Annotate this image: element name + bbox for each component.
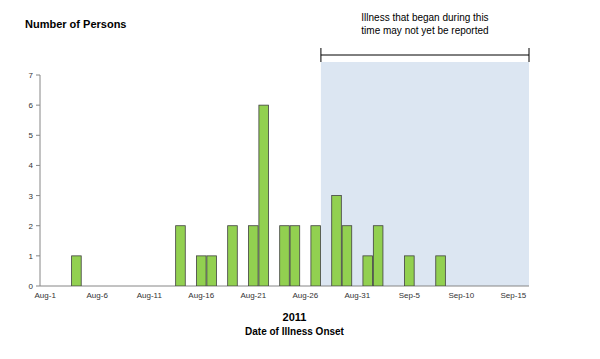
y-tick-label: 7 [29, 71, 34, 80]
y-axis [40, 75, 41, 286]
bar [498, 286, 508, 287]
y-tick-label: 3 [29, 192, 34, 201]
bar [51, 286, 61, 287]
bar [248, 226, 258, 286]
annotation-text: time may not yet be reported [361, 25, 488, 36]
bar [124, 286, 134, 287]
bracket [320, 48, 321, 62]
bar [228, 226, 238, 286]
bar [509, 286, 519, 287]
x-axis-label: 2011 [283, 311, 307, 323]
bar [103, 286, 113, 287]
y-tick [36, 286, 40, 287]
x-tick-label: Aug-31 [344, 291, 370, 300]
bar [217, 286, 227, 287]
bar [144, 286, 154, 287]
y-tick [36, 255, 40, 256]
bar [353, 286, 363, 287]
bar [446, 286, 456, 287]
bar [405, 256, 415, 286]
y-tick-label: 4 [29, 161, 34, 170]
bar [155, 286, 165, 287]
chart: Illness that began during this time may n… [0, 0, 600, 359]
bar [290, 226, 300, 286]
bar [92, 286, 102, 287]
reporting-delay-region [321, 62, 529, 286]
bar [477, 286, 487, 287]
bar [467, 286, 477, 287]
bar [61, 286, 71, 287]
bar [373, 226, 383, 286]
x-tick-label: Aug-11 [137, 291, 163, 300]
bars [72, 105, 446, 286]
bar [332, 196, 342, 286]
bar [207, 256, 217, 286]
x-tick-label: Aug-16 [188, 291, 214, 300]
x-tick-label: Aug-1 [35, 291, 57, 300]
x-tick-label: Aug-26 [292, 291, 318, 300]
bar [186, 286, 196, 287]
x-tick-label: Sep-15 [500, 291, 526, 300]
bar [488, 286, 498, 287]
x-tick-label: Aug-21 [240, 291, 266, 300]
x-tick-label: Sep-10 [448, 291, 474, 300]
y-tick-label: 6 [29, 101, 34, 110]
bracket [529, 48, 530, 62]
x-tick-label: Sep-5 [399, 291, 421, 300]
bar [436, 256, 446, 286]
bar [40, 286, 50, 287]
y-tick [36, 75, 40, 76]
x-tick-label: Aug-6 [87, 291, 109, 300]
bar [321, 286, 331, 287]
bar [196, 256, 206, 286]
bar [176, 226, 186, 286]
bar [342, 226, 352, 286]
y-tick [36, 105, 40, 106]
y-tick [36, 165, 40, 166]
y-tick [36, 225, 40, 226]
y-tick-label: 2 [29, 222, 34, 231]
bar [363, 256, 373, 286]
bar [519, 286, 529, 287]
bar [134, 286, 144, 287]
y-axis-label: Number of Persons [25, 18, 126, 30]
bar [457, 286, 467, 287]
bar [280, 226, 290, 286]
annotation-text: Illness that began during this [361, 12, 488, 23]
bar [269, 286, 279, 287]
bar [238, 286, 248, 287]
bar [82, 286, 92, 287]
bar [113, 286, 123, 287]
bar [165, 286, 175, 287]
y-tick [36, 195, 40, 196]
bracket [321, 55, 529, 56]
y-tick-label: 0 [29, 282, 34, 291]
bar [425, 286, 435, 287]
bar [415, 286, 425, 287]
y-tick-label: 5 [29, 131, 34, 140]
bar [259, 105, 269, 286]
bar [394, 286, 404, 287]
bar [72, 256, 82, 286]
bar [301, 286, 311, 287]
x-axis-label: Date of Illness Onset [245, 326, 345, 337]
bar [311, 226, 321, 286]
bar [384, 286, 394, 287]
y-tick [36, 135, 40, 136]
y-tick-label: 1 [29, 252, 34, 261]
